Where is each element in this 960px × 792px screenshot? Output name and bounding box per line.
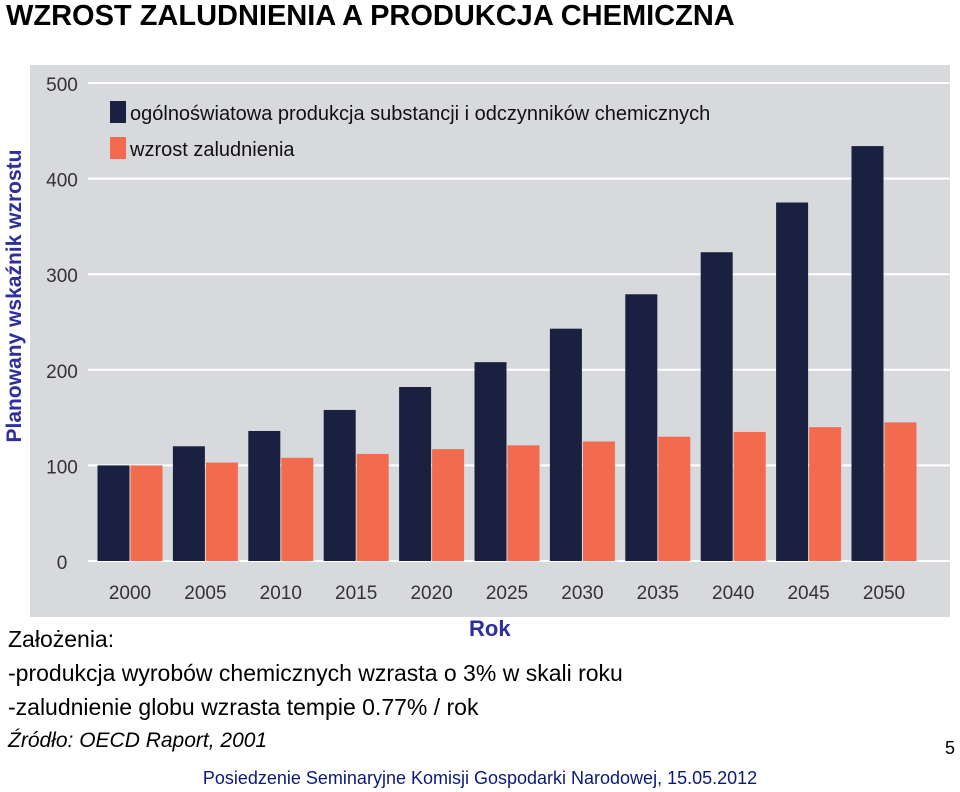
bar-population <box>733 431 766 561</box>
y-tick-label: 100 <box>46 457 78 478</box>
bar-production <box>851 146 884 561</box>
bar-production <box>248 430 281 561</box>
x-tick-label: 2040 <box>712 583 754 604</box>
y-tick-label: 200 <box>46 362 78 383</box>
x-tick-label: 2020 <box>410 583 452 604</box>
y-tick-label: 500 <box>46 75 78 96</box>
x-tick-label: 2050 <box>863 583 905 604</box>
x-tick-label: 2015 <box>335 583 377 604</box>
legend-label-1: wzrost zaludnienia <box>129 139 295 161</box>
x-axis-title: Rok <box>469 616 511 641</box>
bar-population <box>281 457 314 561</box>
y-axis-title-wrap: Planowany wskaźnik wzrostu <box>0 40 30 552</box>
bar-production <box>172 446 205 561</box>
x-tick-label: 2030 <box>561 583 603 604</box>
notes-heading: Założenia: <box>8 626 115 652</box>
bar-population <box>205 462 238 561</box>
bar-population <box>582 441 615 561</box>
y-tick-label: 300 <box>46 266 78 287</box>
legend-swatch-1 <box>110 137 126 159</box>
x-tick-label: 2010 <box>260 583 302 604</box>
bar-population <box>884 422 917 561</box>
y-axis-title: Planowany wskaźnik wzrostu <box>3 149 26 443</box>
slide-title: WZROST ZALUDNIENIA A PRODUKCJA CHEMICZNA <box>6 0 735 32</box>
bar-production <box>399 387 432 561</box>
x-tick-label: 2000 <box>109 583 151 604</box>
notes-block: Założenia: -produkcja wyrobów chemicznyc… <box>8 622 623 758</box>
footer-text: Posiedzenie Seminaryjne Komisji Gospodar… <box>202 768 758 788</box>
x-tick-label: 2035 <box>637 583 679 604</box>
notes-source: Źródło: OECD Raport, 2001 <box>8 729 268 752</box>
bar-population <box>130 465 163 561</box>
notes-line-production: -produkcja wyrobów chemicznych wzrasta o… <box>8 660 623 686</box>
x-tick-label: 2045 <box>787 583 829 604</box>
bar-production <box>700 252 733 561</box>
x-tick-label: 2005 <box>184 583 226 604</box>
y-tick-label: 0 <box>57 553 68 574</box>
notes-line-population: -zaludnienie globu wzrasta tempie 0.77% … <box>8 694 479 720</box>
bar-population <box>809 427 842 561</box>
bar-population <box>507 445 540 561</box>
bar-population <box>658 436 691 561</box>
bar-production <box>549 328 582 561</box>
bar-production <box>323 409 356 561</box>
page-number: 5 <box>945 738 956 758</box>
bar-production <box>776 202 809 561</box>
legend-label-0: ogólnoświatowa produkcja substancji i od… <box>130 103 710 125</box>
bar-production <box>97 465 130 561</box>
bar-production <box>474 362 507 561</box>
x-tick-label: 2025 <box>486 583 528 604</box>
bar-production <box>625 294 658 561</box>
chart: 0 100 200 300 400 500 2000 2005 2010 2015 2020 202… <box>30 65 950 617</box>
bar-population <box>356 453 389 561</box>
bar-population <box>432 449 465 561</box>
y-tick-label: 400 <box>46 171 78 192</box>
legend-swatch-0 <box>110 101 126 123</box>
